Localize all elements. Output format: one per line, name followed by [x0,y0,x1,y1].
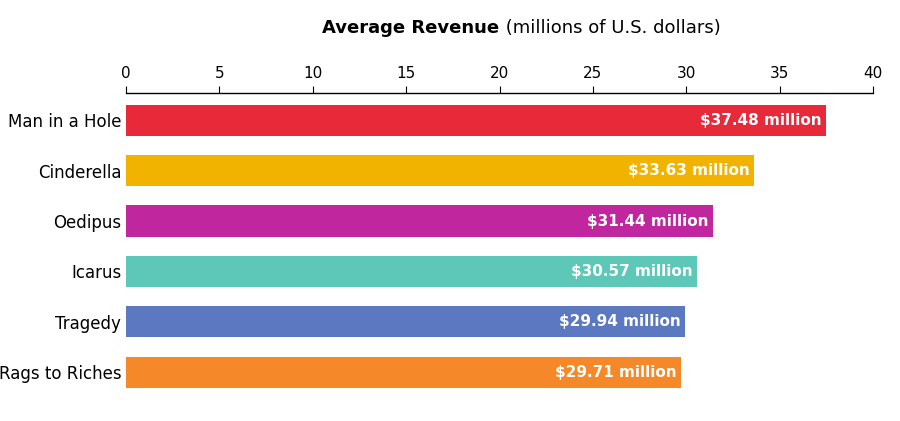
Text: $31.44 million: $31.44 million [587,213,708,229]
Text: Average Revenue: Average Revenue [322,19,500,37]
Bar [126,205,713,237]
Bar [126,105,826,136]
Text: $33.63 million: $33.63 million [627,163,750,178]
Bar [126,357,680,388]
Bar [126,306,685,338]
Text: $29.94 million: $29.94 million [559,314,680,329]
Text: $37.48 million: $37.48 million [699,113,822,128]
Bar [126,256,697,287]
Text: $29.71 million: $29.71 million [554,365,676,380]
Text: (millions of U.S. dollars): (millions of U.S. dollars) [500,19,720,37]
Text: $30.57 million: $30.57 million [571,264,692,279]
Bar [126,155,754,187]
